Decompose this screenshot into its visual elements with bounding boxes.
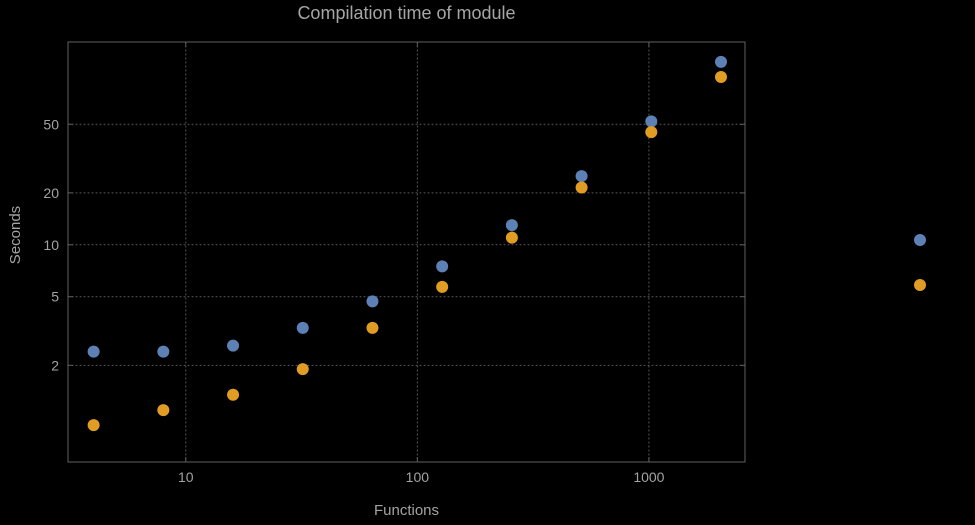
plot-frame: [67, 41, 746, 463]
data-point-blue: [715, 55, 728, 68]
data-point-orange: [645, 126, 658, 139]
y-axis-label: Seconds: [7, 205, 24, 265]
y-tick-label: 50: [43, 116, 59, 132]
data-point-blue: [296, 321, 309, 334]
x-tick-label: 10: [178, 469, 194, 485]
data-point-blue: [227, 339, 240, 352]
data-point-blue: [575, 170, 588, 183]
x-tick-label: 100: [406, 469, 430, 485]
data-point-orange: [87, 419, 100, 432]
x-tick-label: 1000: [633, 469, 664, 485]
legend-marker-orange: [914, 279, 926, 291]
y-tick-label: 10: [43, 237, 59, 253]
data-point-orange: [227, 388, 240, 401]
y-tick-label: 5: [51, 289, 59, 305]
data-point-orange: [366, 321, 379, 334]
chart-title: Compilation time of module: [297, 3, 516, 23]
data-point-orange: [715, 70, 728, 83]
data-point-orange: [296, 363, 309, 376]
x-axis-label: Functions: [373, 502, 440, 519]
legend-marker-blue: [914, 234, 926, 246]
data-point-blue: [366, 295, 379, 308]
data-point-blue: [505, 219, 518, 232]
data-point-orange: [436, 280, 449, 293]
y-tick-label: 2: [51, 357, 59, 373]
data-point-blue: [157, 345, 170, 358]
y-tick-label: 20: [43, 185, 59, 201]
data-point-blue: [87, 345, 100, 358]
data-point-blue: [645, 115, 658, 128]
data-point-orange: [157, 404, 170, 417]
data-point-orange: [505, 231, 518, 244]
data-point-orange: [575, 181, 588, 194]
data-point-blue: [436, 260, 449, 273]
